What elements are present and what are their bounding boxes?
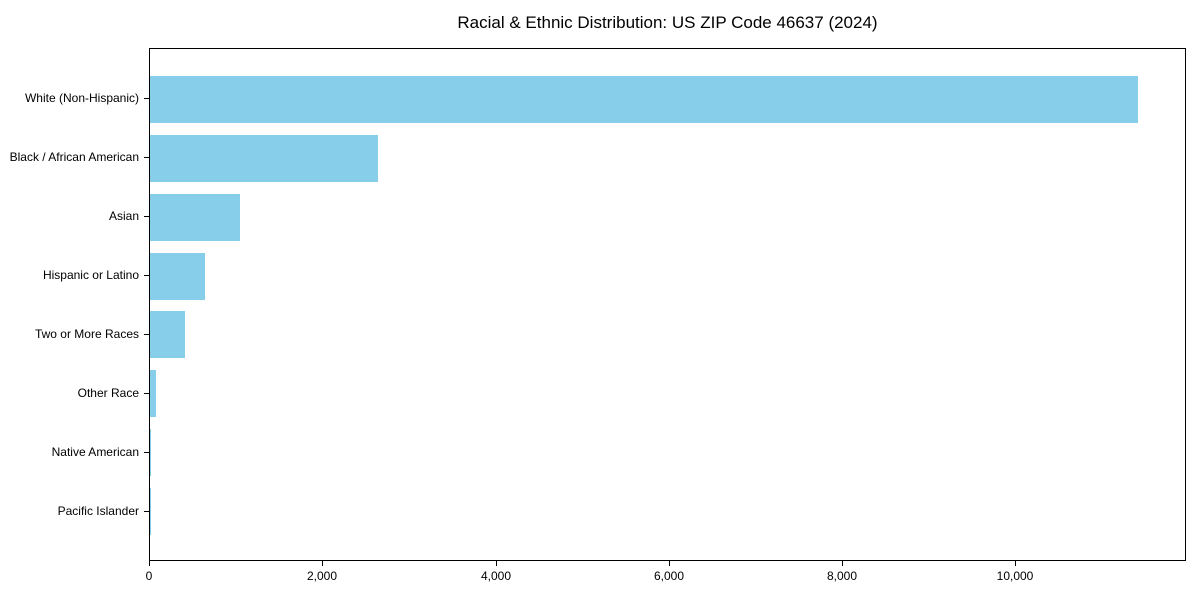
- y-tick-mark: [144, 98, 149, 99]
- x-tick-label: 8,000: [826, 569, 858, 583]
- y-tick-label: Asian: [108, 209, 139, 223]
- y-tick-mark: [144, 275, 149, 276]
- bar-two-or-more-races: [150, 311, 186, 358]
- y-tick-label: Two or More Races: [34, 327, 139, 341]
- chart-title: Racial & Ethnic Distribution: US ZIP Cod…: [457, 13, 878, 32]
- x-tick-mark: [669, 561, 670, 566]
- y-tick-label: Native American: [51, 445, 139, 459]
- x-tick-mark: [1015, 561, 1016, 566]
- y-tick-label: White (Non-Hispanic): [24, 91, 139, 105]
- bar-black-african-american: [150, 135, 378, 182]
- y-tick-mark: [144, 334, 149, 335]
- x-tick-label: 2,000: [306, 569, 338, 583]
- bar-white-non-hispanic: [150, 76, 1138, 123]
- x-tick-mark: [149, 561, 150, 566]
- y-tick-mark: [144, 452, 149, 453]
- y-tick-label: Pacific Islander: [57, 504, 139, 518]
- y-tick-mark: [144, 157, 149, 158]
- plot-area: [149, 48, 1186, 561]
- bar-other-race: [150, 370, 156, 417]
- x-tick-mark: [496, 561, 497, 566]
- bar-asian: [150, 194, 241, 241]
- y-tick-label: Black / African American: [9, 150, 139, 164]
- y-tick-label: Other Race: [77, 386, 139, 400]
- y-tick-mark: [144, 511, 149, 512]
- bar-hispanic-or-latino: [150, 253, 205, 300]
- y-tick-mark: [144, 393, 149, 394]
- y-tick-mark: [144, 216, 149, 217]
- x-tick-label: 4,000: [480, 569, 512, 583]
- x-tick-label: 6,000: [653, 569, 685, 583]
- y-tick-label: Hispanic or Latino: [42, 268, 139, 282]
- x-tick-label: 0: [145, 569, 153, 583]
- bar-native-american: [150, 429, 152, 476]
- x-tick-mark: [322, 561, 323, 566]
- x-tick-label: 10,000: [996, 569, 1034, 583]
- x-tick-mark: [842, 561, 843, 566]
